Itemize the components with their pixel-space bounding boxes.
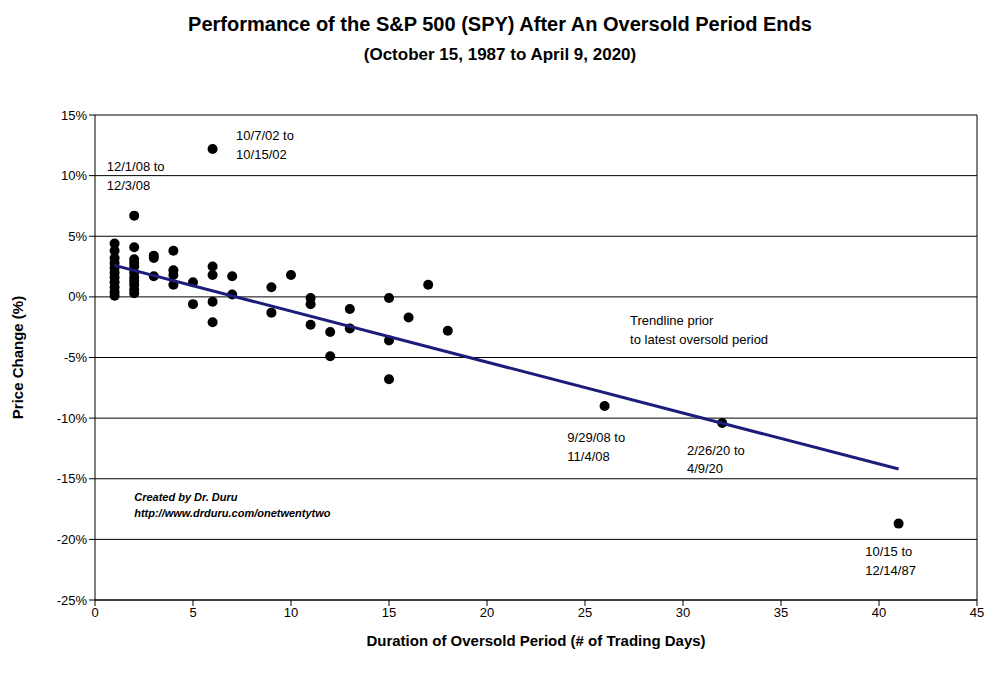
svg-text:10%: 10% <box>61 168 87 183</box>
svg-text:15: 15 <box>382 605 396 620</box>
html-text:Performance of the S&P 500 (SP: Performance of the S&P 500 (SPY) After A… <box>188 13 812 35</box>
svg-text:25: 25 <box>578 605 592 620</box>
svg-text:45: 45 <box>970 605 984 620</box>
svg-text:5%: 5% <box>68 229 87 244</box>
svg-text:10: 10 <box>284 605 298 620</box>
svg-text:Created by Dr. Duruhttp://www.: Created by Dr. Duruhttp://www.drduru.com… <box>134 491 331 519</box>
svg-text:0: 0 <box>91 605 98 620</box>
svg-text:5: 5 <box>189 605 196 620</box>
svg-text:35: 35 <box>774 605 788 620</box>
svg-text:30: 30 <box>676 605 690 620</box>
svg-text:2/26/20 to4/9/20: 2/26/20 to4/9/20 <box>687 443 745 477</box>
svg-text:-10%: -10% <box>57 411 88 426</box>
svg-text:15%: 15% <box>61 108 87 123</box>
svg-text:-25%: -25% <box>57 593 88 608</box>
svg-text:20: 20 <box>480 605 494 620</box>
svg-text:-5%: -5% <box>64 350 88 365</box>
svg-text:10/15 to12/14/87: 10/15 to12/14/87 <box>865 544 916 578</box>
svg-text:0%: 0% <box>68 289 87 304</box>
svg-text:Duration of Oversold Period (#: Duration of Oversold Period (# of Tradin… <box>366 632 705 649</box>
svg-text:10/7/02 to10/15/02: 10/7/02 to10/15/02 <box>236 128 294 162</box>
svg-text:-15%: -15% <box>57 471 88 486</box>
svg-text:40: 40 <box>872 605 886 620</box>
svg-text:Price Change (%): Price Change (%) <box>9 296 26 419</box>
svg-text:9/29/08 to11/4/08: 9/29/08 to11/4/08 <box>567 430 625 464</box>
svg-text:Trendline priorto latest overs: Trendline priorto latest oversold period <box>630 313 768 347</box>
html-text:(October 15, 1987 to April 9,: (October 15, 1987 to April 9, 2020) <box>363 45 637 64</box>
svg-text:12/1/08 to12/3/08: 12/1/08 to12/3/08 <box>107 159 165 193</box>
svg-text:-20%: -20% <box>57 532 88 547</box>
